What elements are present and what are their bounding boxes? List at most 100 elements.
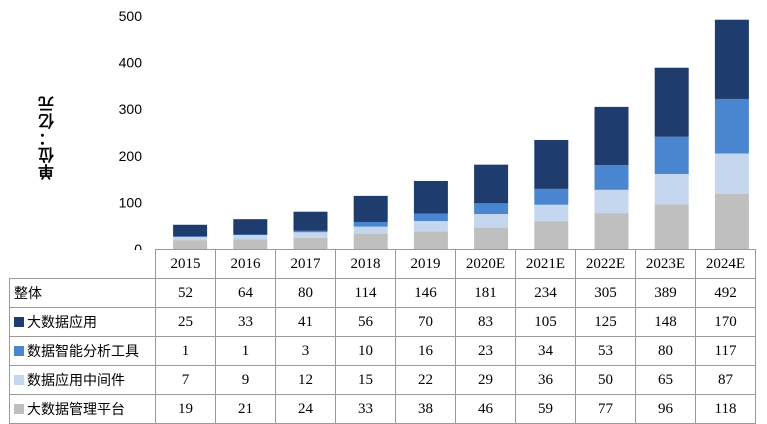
legend-swatch: [14, 375, 24, 385]
x-tick-label: 2016: [216, 250, 276, 279]
x-tick-label: 2023E: [636, 250, 696, 279]
bar-segment: [173, 237, 207, 240]
data-label: 33: [336, 395, 396, 424]
x-tick-label: 2015: [156, 250, 216, 279]
bar-segment: [233, 235, 267, 239]
legend-label: 数据智能分析工具: [27, 344, 139, 360]
y-tick-label: 100: [119, 194, 143, 210]
x-tick-label: 2019: [396, 250, 456, 279]
data-label: 16: [396, 337, 456, 366]
data-label: 9: [216, 366, 276, 395]
data-label: 23: [456, 337, 516, 366]
bar-segment: [173, 240, 207, 249]
legend-swatch: [14, 404, 24, 414]
legend-label: 大数据应用: [27, 315, 97, 331]
bar-segment: [655, 174, 689, 204]
bar-segment: [294, 212, 328, 231]
total-value: 64: [216, 279, 276, 308]
bar-segment: [715, 99, 749, 154]
data-label: 170: [696, 308, 756, 337]
data-label: 125: [576, 308, 636, 337]
bar-segment: [354, 227, 388, 234]
data-label: 1: [156, 337, 216, 366]
data-label: 56: [336, 308, 396, 337]
data-label: 59: [516, 395, 576, 424]
data-label: 80: [636, 337, 696, 366]
data-label: 1: [216, 337, 276, 366]
x-tick-label: 2020E: [456, 250, 516, 279]
total-value: 492: [696, 279, 756, 308]
y-axis-label: 单位：亿元: [36, 95, 56, 180]
bar-segment: [534, 205, 568, 222]
table-corner: [10, 250, 156, 279]
data-label: 22: [396, 366, 456, 395]
x-tick-label: 2018: [336, 250, 396, 279]
data-label: 65: [636, 366, 696, 395]
bar-segment: [474, 165, 508, 204]
bar-segment: [595, 190, 629, 213]
y-tick-label: 500: [119, 8, 143, 24]
data-label: 10: [336, 337, 396, 366]
data-label: 19: [156, 395, 216, 424]
data-label: 21: [216, 395, 276, 424]
bar-segment: [294, 231, 328, 232]
x-tick-label: 2024E: [696, 250, 756, 279]
legend-entry: 大数据应用: [10, 308, 156, 337]
total-value: 181: [456, 279, 516, 308]
bar-segment: [354, 234, 388, 249]
bar-segment: [534, 189, 568, 205]
data-label: 34: [516, 337, 576, 366]
data-label: 15: [336, 366, 396, 395]
data-label: 36: [516, 366, 576, 395]
bars: [173, 20, 749, 249]
bar-segment: [655, 137, 689, 174]
total-value: 305: [576, 279, 636, 308]
data-label: 29: [456, 366, 516, 395]
total-value: 234: [516, 279, 576, 308]
data-label: 118: [696, 395, 756, 424]
x-tick-label: 2022E: [576, 250, 636, 279]
data-label: 70: [396, 308, 456, 337]
y-tick-label: 200: [119, 148, 143, 164]
bar-segment: [715, 20, 749, 99]
legend-swatch: [14, 346, 24, 356]
data-label: 87: [696, 366, 756, 395]
legend-label: 大数据管理平台: [27, 402, 125, 418]
data-label: 12: [276, 366, 336, 395]
legend-swatch: [14, 317, 24, 327]
data-label: 46: [456, 395, 516, 424]
data-label: 96: [636, 395, 696, 424]
bar-segment: [294, 232, 328, 238]
bar-segment: [354, 196, 388, 222]
data-label: 117: [696, 337, 756, 366]
bar-segment: [414, 221, 448, 231]
total-value: 52: [156, 279, 216, 308]
bar-segment: [595, 213, 629, 249]
data-label: 105: [516, 308, 576, 337]
bar-segment: [414, 214, 448, 221]
bar-segment: [534, 140, 568, 189]
x-tick-label: 2021E: [516, 250, 576, 279]
data-label: 25: [156, 308, 216, 337]
data-label: 77: [576, 395, 636, 424]
bar-segment: [715, 153, 749, 194]
total-value: 114: [336, 279, 396, 308]
row-label-total: 整体: [10, 279, 156, 308]
legend-entry: 数据智能分析工具: [10, 337, 156, 366]
data-label: 148: [636, 308, 696, 337]
total-value: 146: [396, 279, 456, 308]
bar-segment: [474, 228, 508, 249]
bar-segment: [715, 194, 749, 249]
data-label: 83: [456, 308, 516, 337]
bar-segment: [294, 238, 328, 249]
y-tick-label: 400: [119, 55, 143, 71]
bar-segment: [354, 222, 388, 227]
bar-segment: [595, 165, 629, 190]
